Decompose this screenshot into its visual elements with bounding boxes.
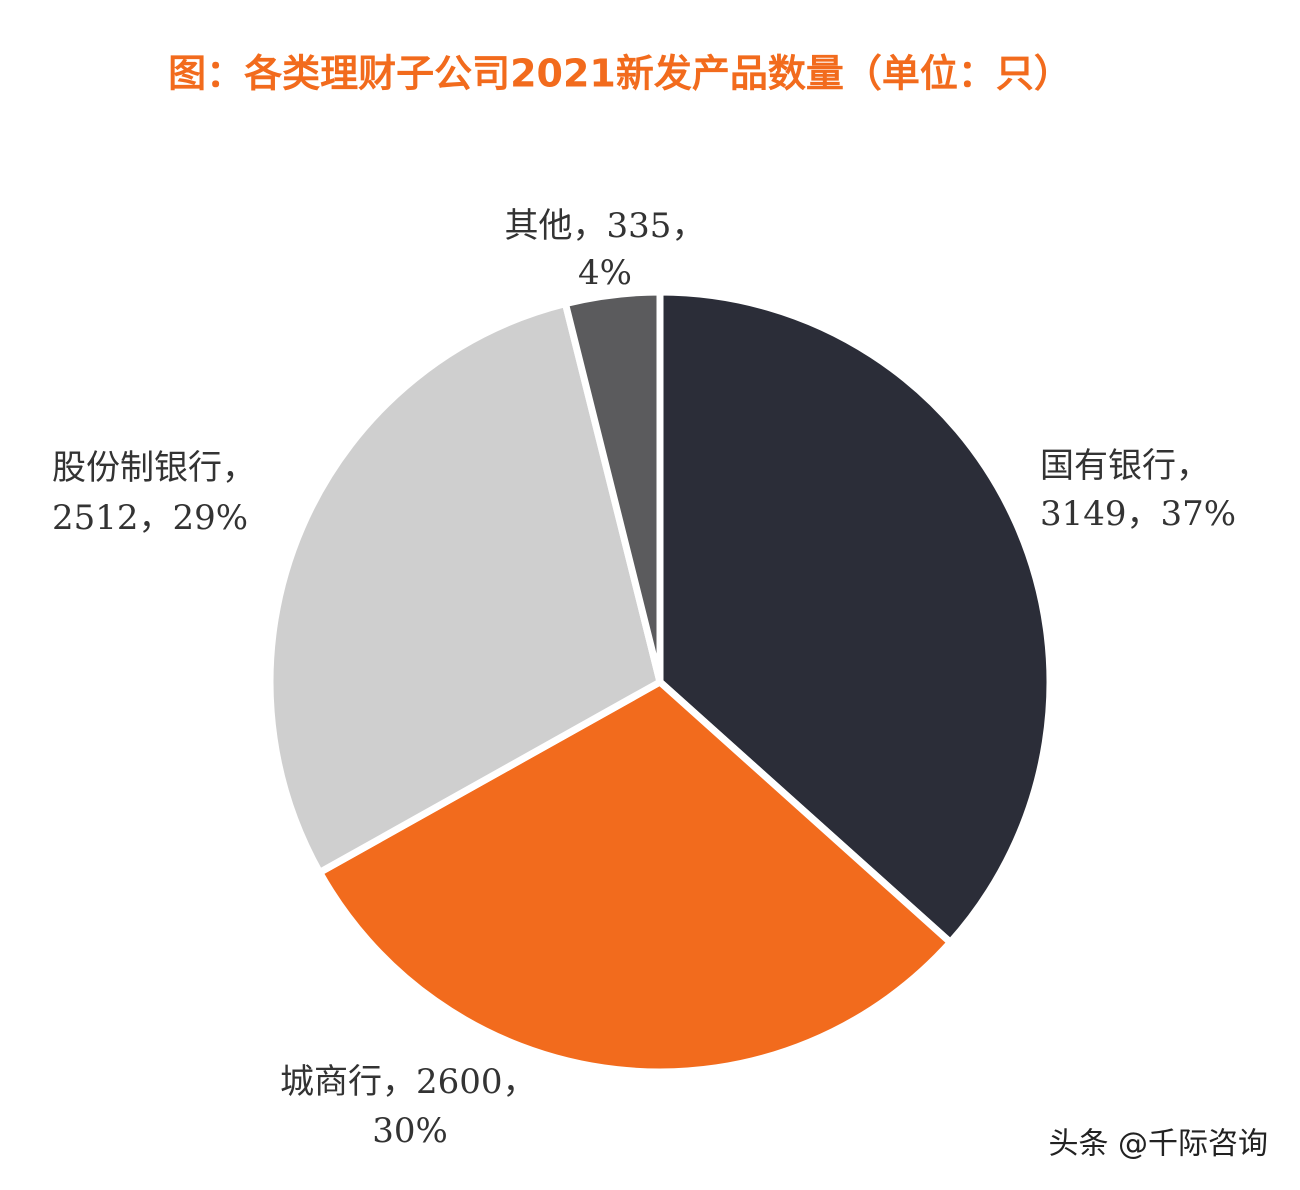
pie-slice [561,288,664,686]
data-label: 股份制银行， [52,448,256,488]
data-label: 2512，29% [52,498,248,538]
chart-title: 图：各类理财子公司2021新发产品数量（单位：只） [168,52,1072,96]
pie-slice [656,288,1054,946]
data-label: 国有银行， [1040,446,1210,486]
data-label: 30% [372,1111,448,1151]
data-label: 城商行，2600， [280,1062,537,1102]
pie-slice [266,300,664,876]
data-label: 4% [578,253,632,293]
data-label: 其他，335， [505,206,706,246]
watermark: 头条 @千际咨询 [1048,1127,1268,1162]
pie-slice [316,678,954,1076]
data-label: 3149，37% [1040,494,1236,534]
